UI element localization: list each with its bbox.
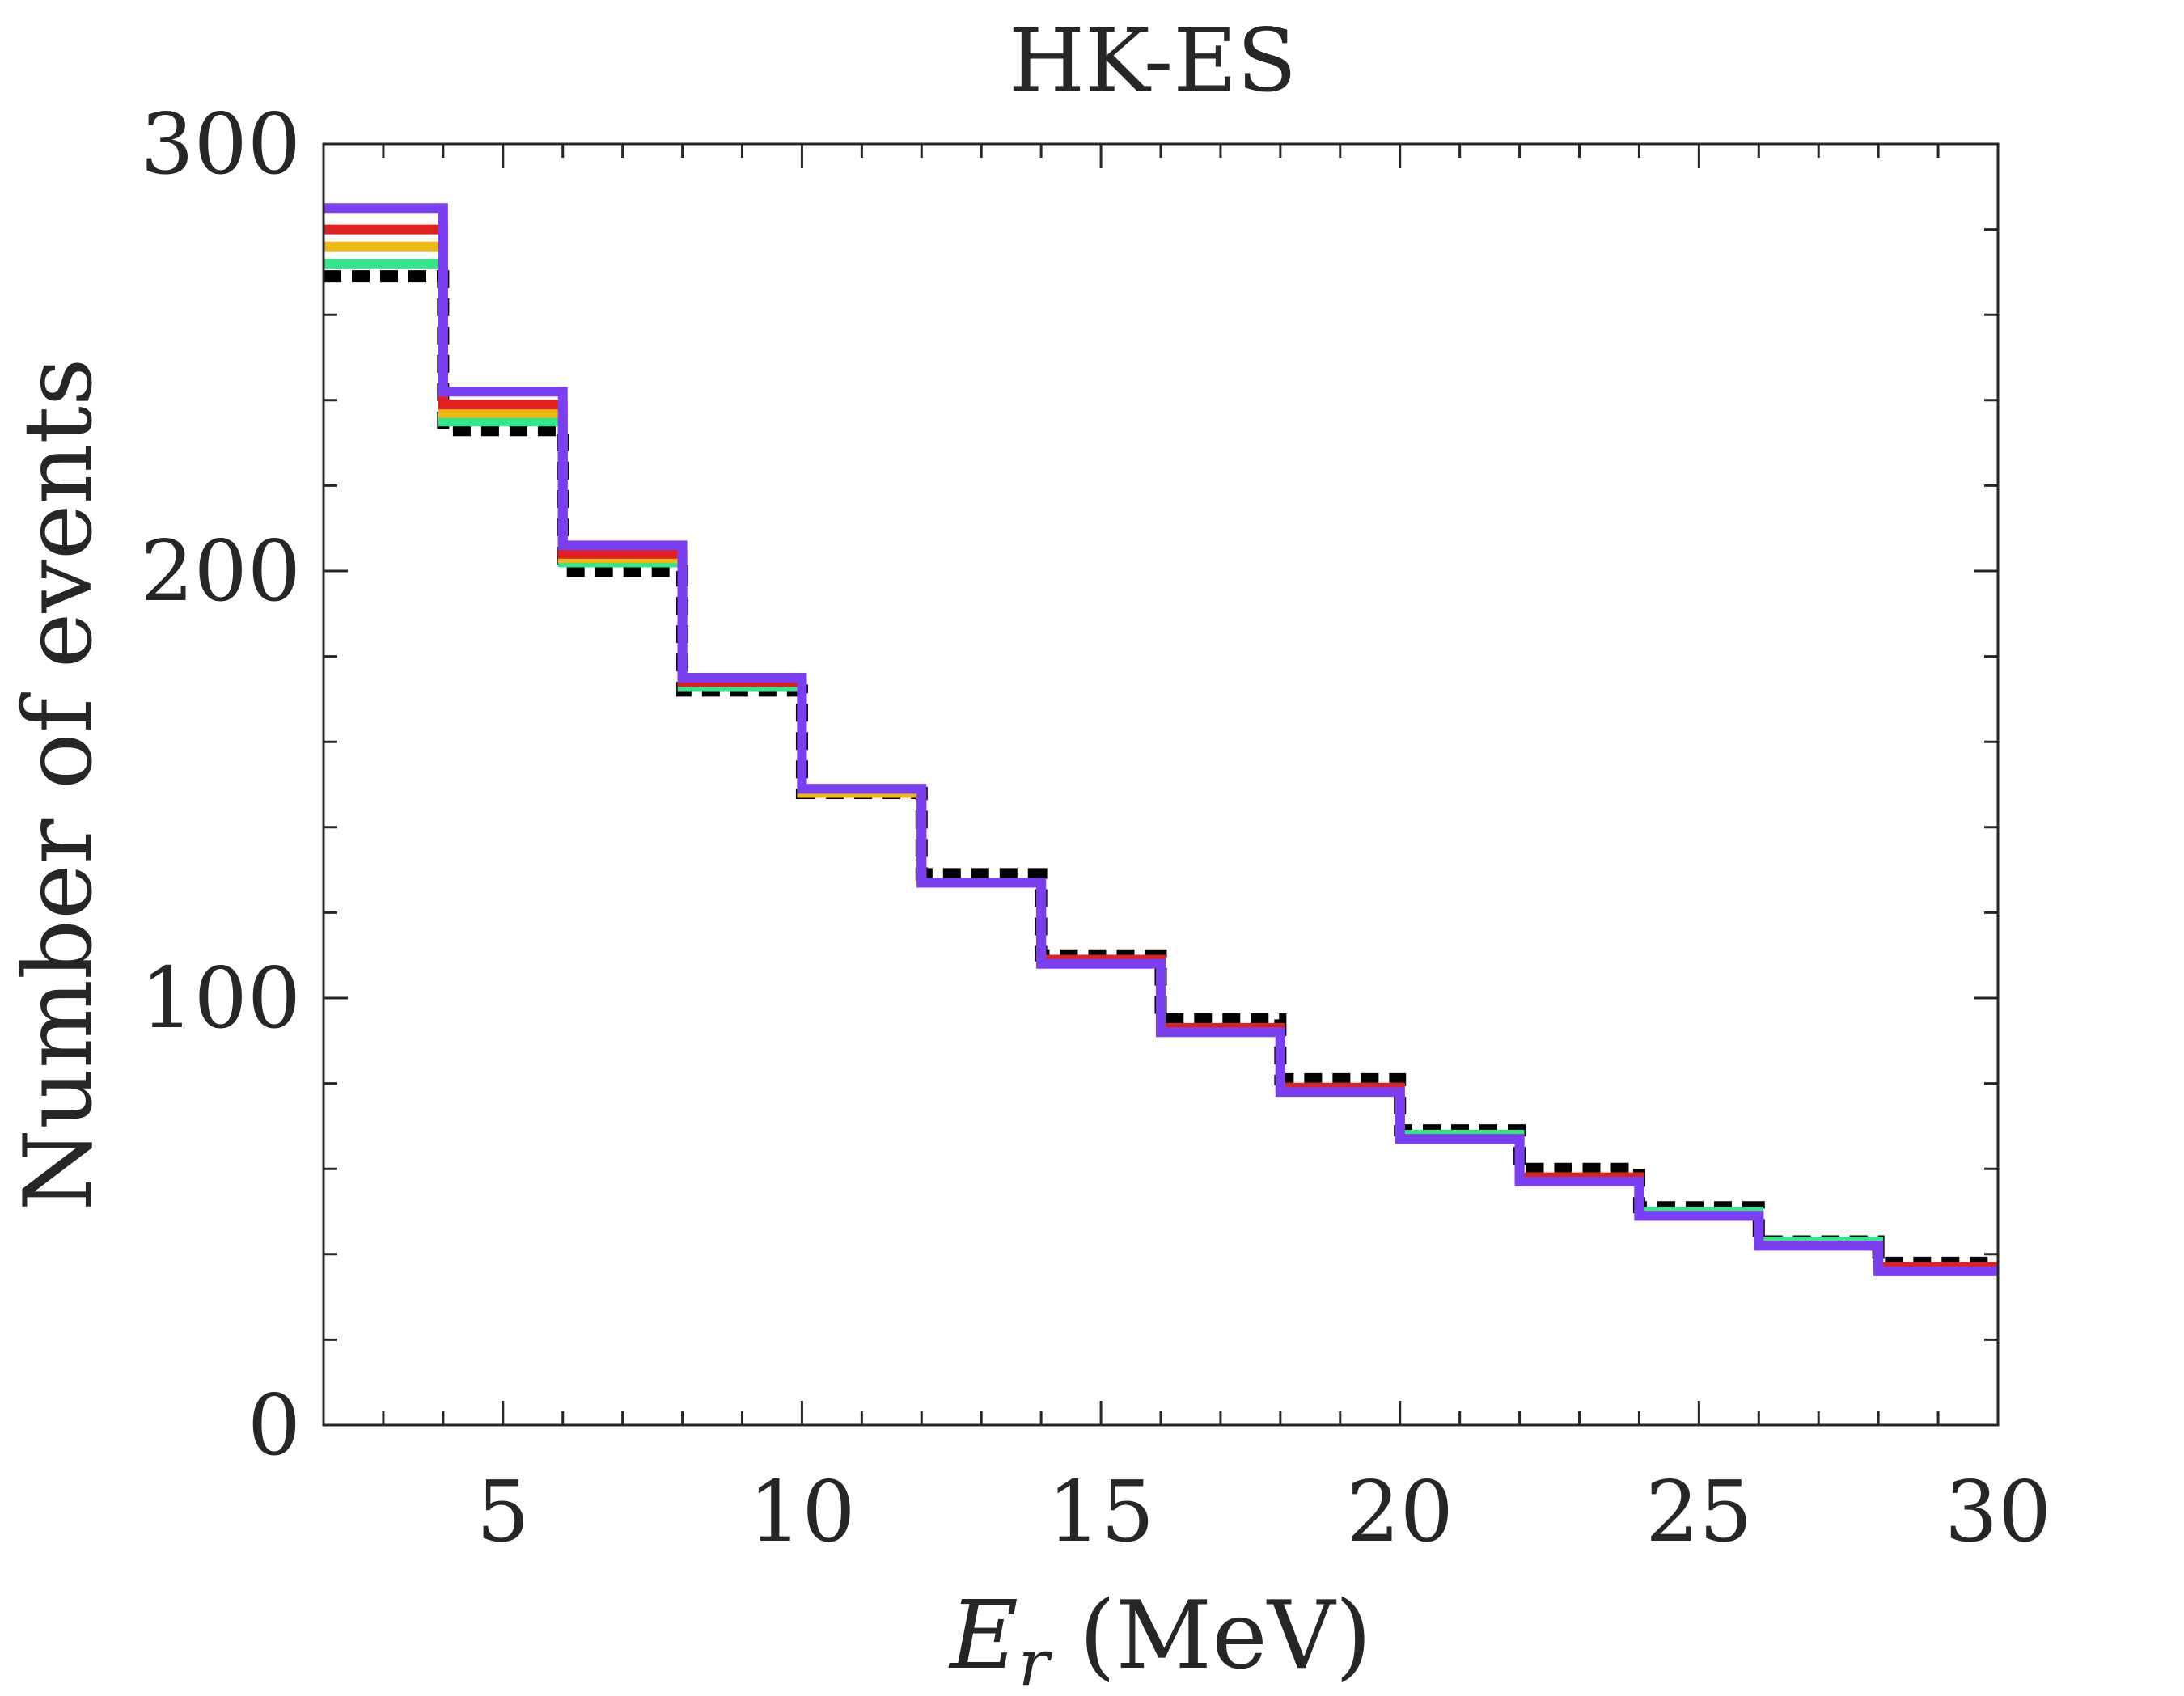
x-axis-label: Er (MeV) — [948, 1581, 1372, 1692]
ticks-layer — [324, 144, 1998, 1425]
series-line-red — [324, 224, 1998, 1272]
series-line-black-dashed — [324, 270, 1998, 1269]
x-axis-label-subscript: r — [1018, 1626, 1053, 1692]
series-line-purple — [324, 203, 1998, 1276]
y-tick-label: 0 — [248, 1376, 301, 1474]
x-tick-label: 25 — [1645, 1462, 1752, 1561]
y-tick-label: 200 — [140, 522, 301, 620]
series-line-green — [324, 258, 1998, 1272]
x-tick-label: 30 — [1945, 1462, 2051, 1561]
series-layer — [324, 203, 1998, 1276]
x-tick-label: 15 — [1048, 1462, 1154, 1561]
x-tick-label: 5 — [476, 1462, 530, 1561]
x-axis-label-symbol: E — [948, 1581, 1018, 1690]
chart-title: HK-ES — [1009, 11, 1297, 112]
y-tick-label: 300 — [140, 95, 301, 193]
x-axis-label-unit: (MeV) — [1049, 1581, 1372, 1690]
x-tick-label: 20 — [1347, 1462, 1454, 1561]
series-line-yellow — [324, 241, 1998, 1272]
y-axis-label: Number of events — [4, 358, 113, 1212]
x-tick-label: 10 — [748, 1462, 855, 1561]
y-tick-label: 100 — [140, 949, 301, 1047]
plot-frame — [322, 142, 2000, 1427]
